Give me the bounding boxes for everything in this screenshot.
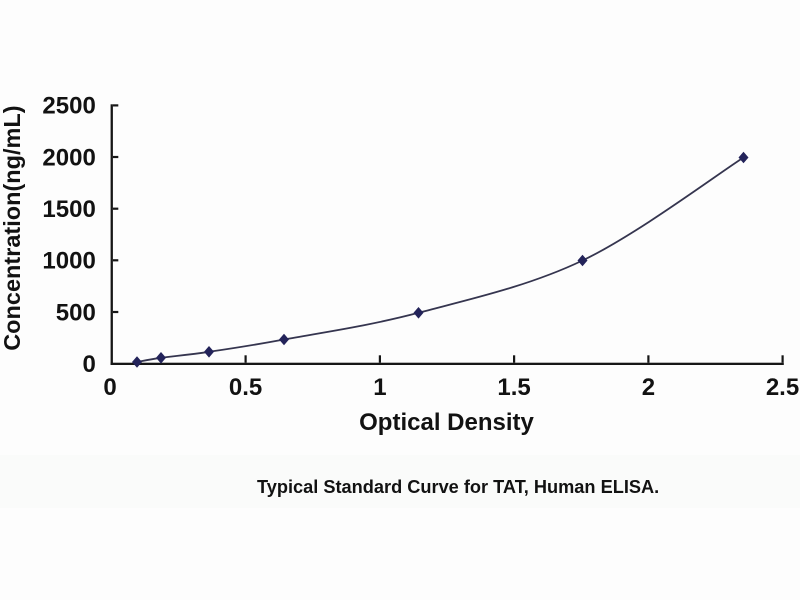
- svg-text:2: 2: [642, 374, 655, 401]
- svg-text:2500: 2500: [42, 93, 95, 120]
- svg-text:1500: 1500: [42, 196, 95, 223]
- svg-text:500: 500: [56, 299, 96, 326]
- svg-text:Typical Standard Curve for TAT: Typical Standard Curve for TAT, Human EL…: [257, 477, 659, 497]
- svg-text:2.5: 2.5: [766, 374, 799, 401]
- svg-text:0.5: 0.5: [229, 374, 262, 401]
- svg-text:2000: 2000: [42, 144, 95, 171]
- svg-text:0: 0: [103, 374, 116, 401]
- svg-text:Optical Density: Optical Density: [359, 409, 534, 436]
- svg-text:1.5: 1.5: [497, 374, 530, 401]
- svg-text:1: 1: [373, 374, 386, 401]
- svg-text:0: 0: [82, 351, 95, 378]
- svg-text:Concentration(ng/mL): Concentration(ng/mL): [0, 105, 25, 350]
- svg-text:1000: 1000: [42, 248, 95, 275]
